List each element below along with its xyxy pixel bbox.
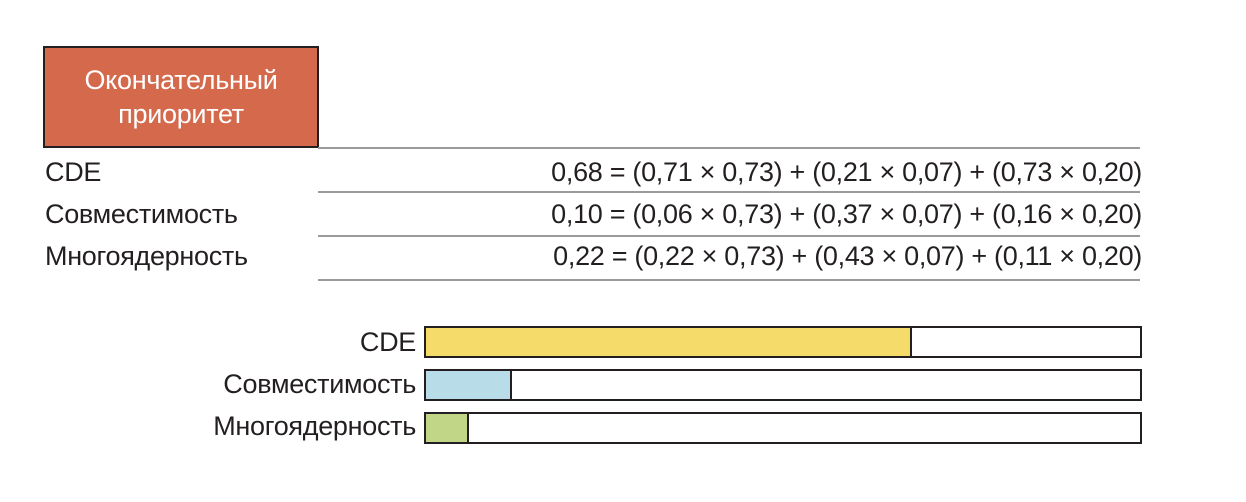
table-row-label-multicore: Многоядерность — [45, 241, 248, 271]
final-priority-title: Окончательный приоритет — [84, 65, 278, 129]
bar-label-multicore: Многоядерность — [213, 411, 416, 441]
table-row-formula-cde: 0,68 = (0,71 × 0,73) + (0,21 × 0,07) + (… — [551, 157, 1142, 187]
bar-track-compat — [424, 369, 1142, 401]
table-top-rule — [318, 147, 1140, 149]
bar-fill-cde — [426, 328, 912, 356]
bar-label-compat: Совместимость — [223, 369, 416, 399]
bar-track-multicore — [424, 412, 1142, 444]
table-bottom-rule — [318, 279, 1140, 281]
bar-track-cde — [424, 326, 1142, 358]
table-row-label-compat: Совместимость — [45, 199, 238, 229]
table-row-formula-multicore: 0,22 = (0,22 × 0,73) + (0,43 × 0,07) + (… — [553, 241, 1142, 271]
bar-fill-compat — [426, 371, 512, 399]
bar-fill-multicore — [426, 414, 469, 442]
table-row-label-cde: CDE — [45, 157, 102, 187]
table-row-rule — [318, 235, 1140, 237]
bar-label-cde: CDE — [359, 327, 416, 357]
final-priority-header: Окончательный приоритет — [43, 46, 319, 148]
table-row-rule — [318, 191, 1140, 193]
table-row-formula-compat: 0,10 = (0,06 × 0,73) + (0,37 × 0,07) + (… — [551, 199, 1142, 229]
